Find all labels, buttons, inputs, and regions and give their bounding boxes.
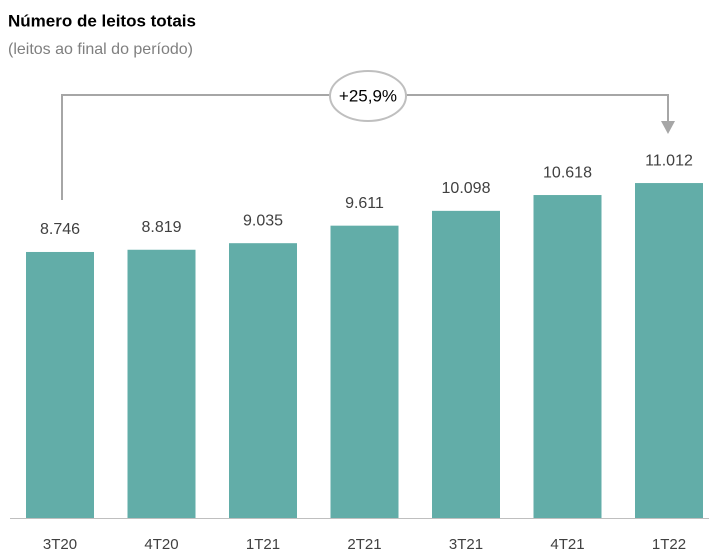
x-tick-label: 3T20 (43, 536, 77, 553)
bar (330, 225, 399, 519)
value-label: 11.012 (645, 152, 693, 169)
chart-subtitle: (leitos ao final do período) (8, 41, 193, 58)
bar (127, 249, 196, 518)
value-label: 8.819 (141, 219, 181, 236)
bracket-left (61, 94, 330, 200)
annotation: +25,9% (339, 86, 397, 105)
x-tick-label: 3T21 (449, 536, 483, 553)
bar (635, 183, 703, 518)
bar (26, 251, 94, 518)
bracket-right (406, 94, 669, 122)
arrow-head (661, 121, 675, 134)
value-label: 10.618 (543, 164, 592, 181)
chart-title: Número de leitos totais (8, 11, 196, 30)
annotation-ellipse (329, 70, 407, 122)
bar (229, 243, 297, 518)
x-tick-label: 1T22 (652, 536, 686, 553)
bar (533, 195, 602, 518)
value-label: 9.611 (345, 195, 384, 212)
bar (432, 210, 500, 519)
x-tick-label: 2T21 (347, 536, 381, 553)
x-tick-label: 4T21 (550, 536, 584, 553)
x-tick-label: 1T21 (246, 536, 280, 553)
value-label: 10.098 (442, 180, 491, 197)
x-tick-label: 4T20 (144, 536, 178, 553)
value-label: 8.746 (40, 221, 80, 238)
value-label: 9.035 (243, 212, 283, 229)
